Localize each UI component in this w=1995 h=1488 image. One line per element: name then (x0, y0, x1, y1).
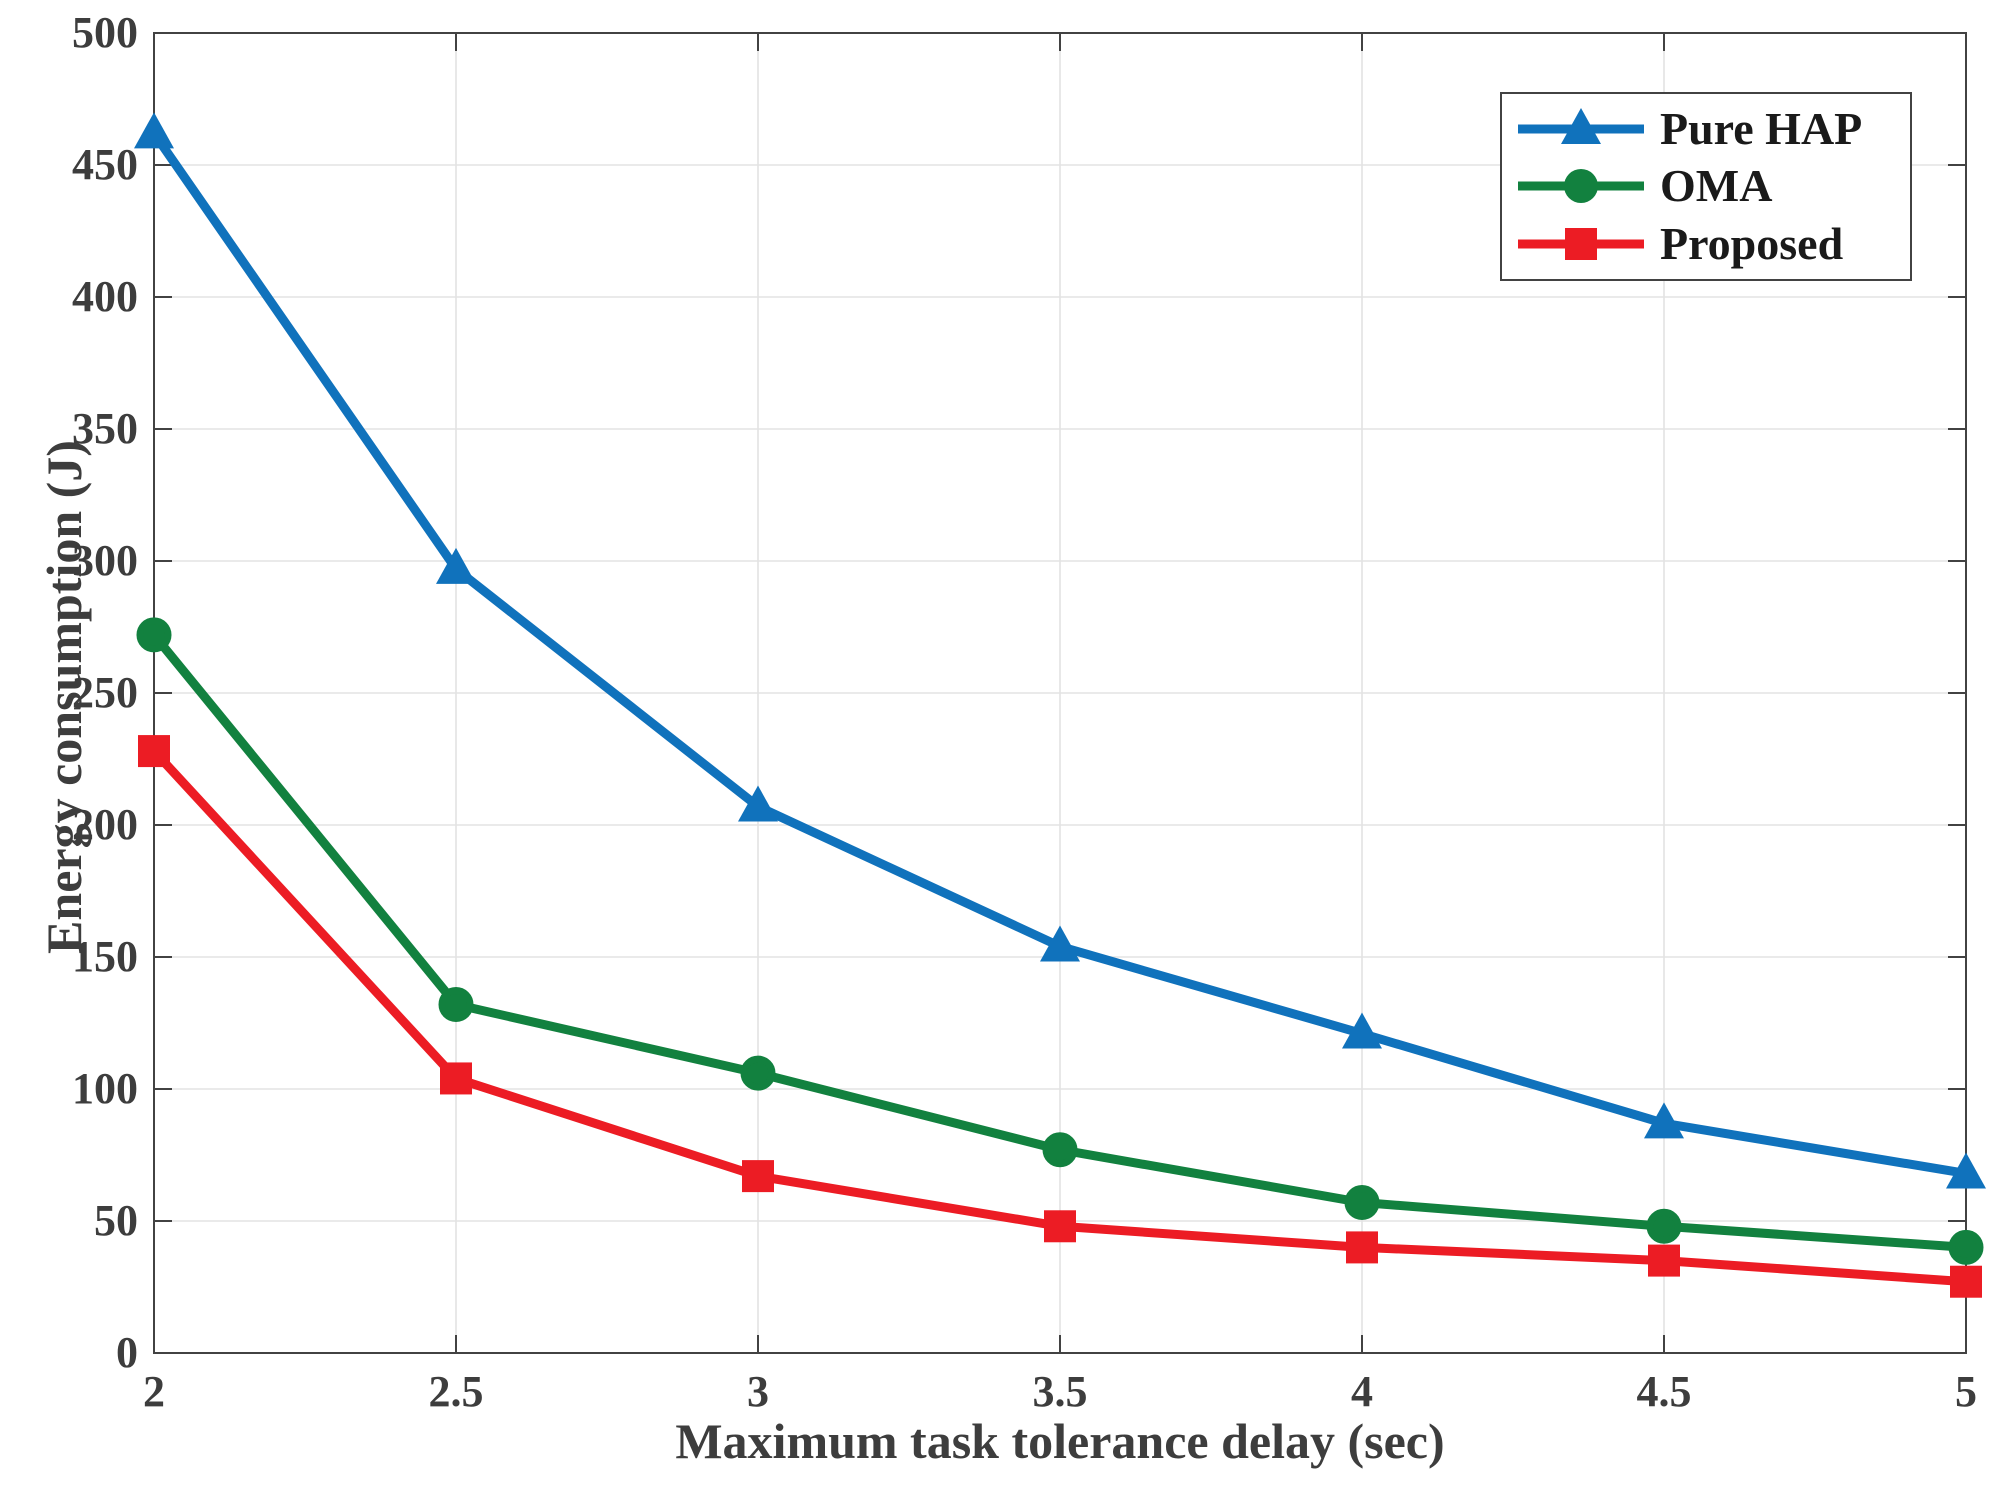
data-marker-triangle (1040, 925, 1080, 962)
data-marker-triangle (738, 785, 778, 822)
y-tick-label: 250 (72, 668, 138, 717)
legend-label: OMA (1660, 160, 1773, 212)
y-tick-label: 300 (72, 536, 138, 585)
data-marker-square (1950, 1265, 1982, 1298)
legend-label: Proposed (1660, 218, 1844, 270)
y-axis-title: Energy consumption (J) (36, 440, 92, 954)
data-marker-square (742, 1160, 774, 1193)
data-marker-circle (438, 987, 474, 1023)
data-marker-circle (1344, 1185, 1380, 1221)
legend: Pure HAP OMA Proposed (1500, 92, 1912, 281)
data-marker-square (1648, 1244, 1680, 1277)
y-tick-label: 150 (72, 932, 138, 981)
legend-label: Pure HAP (1660, 102, 1863, 154)
y-tick-label: 50 (94, 1196, 138, 1245)
x-tick-label: 4.5 (1636, 1367, 1692, 1416)
y-tick-label: 450 (72, 140, 138, 189)
data-marker-square (440, 1062, 472, 1095)
y-tick-label: 100 (72, 1064, 138, 1113)
data-marker-circle (136, 617, 172, 653)
legend-swatch-triangle-icon (1518, 107, 1644, 144)
y-tick-label: 500 (72, 8, 138, 57)
y-tick-label: 400 (72, 272, 138, 321)
legend-swatch-circle-icon (1518, 169, 1644, 204)
data-marker-square (138, 735, 170, 768)
data-marker-square (1346, 1231, 1378, 1264)
legend-item-pure-hap: Pure HAP (1516, 103, 1896, 155)
data-marker-triangle (436, 547, 476, 584)
data-marker-circle (1646, 1208, 1682, 1244)
x-tick-label: 5 (1955, 1367, 1977, 1416)
legend-item-oma: OMA (1516, 160, 1896, 212)
x-tick-label: 4 (1351, 1367, 1373, 1416)
y-tick-label: 350 (72, 404, 138, 453)
data-marker-triangle (1946, 1152, 1986, 1189)
data-marker-triangle (1342, 1012, 1382, 1049)
data-marker-circle (1042, 1132, 1078, 1168)
x-axis-title: Maximum task tolerance delay (sec) (675, 1413, 1445, 1469)
y-tick-label: 0 (116, 1328, 138, 1377)
x-tick-label: 2.5 (428, 1367, 484, 1416)
y-tick-label: 200 (72, 800, 138, 849)
data-marker-circle (740, 1055, 776, 1091)
legend-item-proposed: Proposed (1516, 218, 1896, 270)
data-marker-square (1044, 1210, 1076, 1243)
data-marker-circle (1948, 1229, 1984, 1265)
x-tick-label: 2 (143, 1367, 165, 1416)
legend-swatch-square-icon (1518, 228, 1644, 261)
data-marker-triangle (134, 112, 174, 149)
data-marker-triangle (1644, 1102, 1684, 1139)
x-tick-label: 3 (747, 1367, 769, 1416)
x-tick-label: 3.5 (1032, 1367, 1088, 1416)
